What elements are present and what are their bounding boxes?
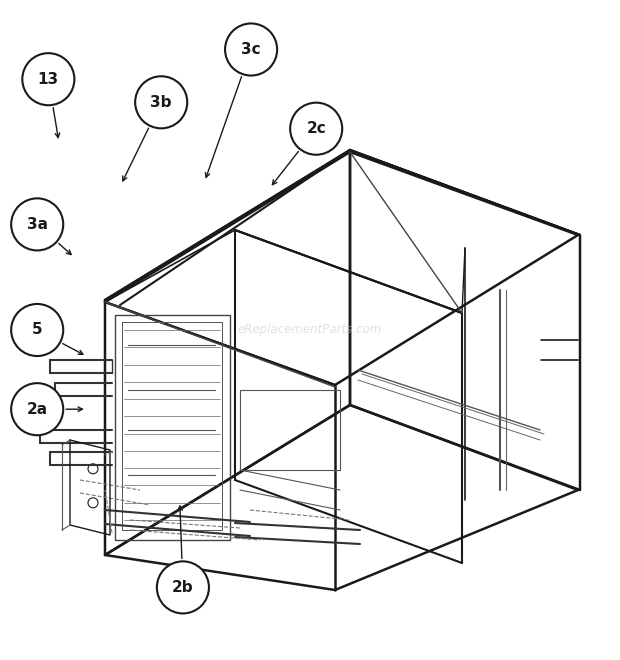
Text: eReplacementParts.com: eReplacementParts.com [238,323,382,337]
Text: 2c: 2c [306,121,326,136]
Circle shape [135,77,187,128]
Text: 5: 5 [32,323,43,337]
Text: 3b: 3b [151,95,172,110]
Circle shape [290,103,342,154]
Circle shape [225,24,277,75]
Text: 13: 13 [38,72,59,86]
Text: 3c: 3c [241,42,261,57]
Circle shape [11,199,63,250]
Circle shape [11,383,63,435]
Circle shape [22,53,74,105]
Text: 3a: 3a [27,217,48,232]
Circle shape [11,304,63,356]
Text: 2b: 2b [172,580,193,595]
Text: 2a: 2a [27,402,48,416]
Circle shape [157,562,209,613]
